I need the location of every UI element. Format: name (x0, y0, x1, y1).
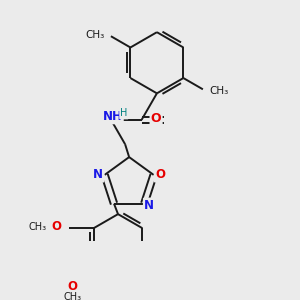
Text: O: O (155, 168, 165, 182)
Text: CH₃: CH₃ (29, 222, 47, 232)
Text: CH₃: CH₃ (85, 30, 104, 40)
Text: O: O (68, 280, 78, 292)
Text: CH₃: CH₃ (64, 292, 82, 300)
Text: NH: NH (103, 110, 123, 123)
Text: H: H (120, 108, 128, 118)
Text: N: N (144, 199, 154, 212)
Text: CH₃: CH₃ (209, 86, 229, 96)
Text: N: N (93, 168, 103, 182)
Text: O: O (151, 112, 161, 125)
Text: O: O (51, 220, 62, 233)
